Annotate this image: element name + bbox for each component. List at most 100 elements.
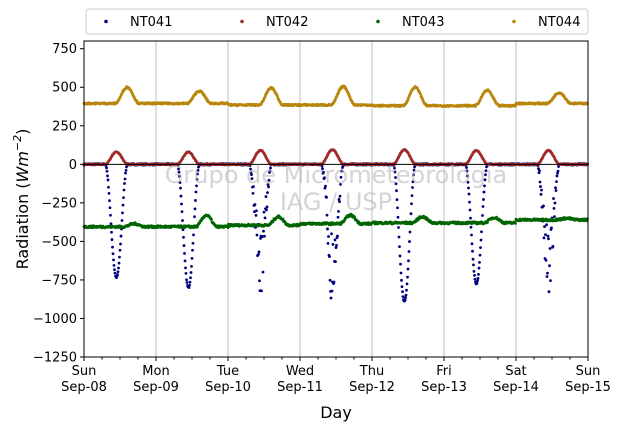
data-point [322,170,325,174]
data-point [476,277,480,280]
x-tick-date: Sep-08 [61,380,107,395]
y-tick-label: −1250 [33,351,77,366]
data-point [336,234,339,238]
data-point [265,205,269,209]
data-point [110,230,113,234]
data-point [538,180,542,184]
data-point [195,177,199,181]
data-point [177,170,181,174]
data-point [406,267,410,271]
data-point [122,196,125,200]
data-point [123,177,127,181]
data-point [537,167,540,171]
data-point [325,196,328,199]
data-point [124,171,127,175]
data-point [419,92,422,96]
data-point [249,167,252,171]
data-point [331,242,335,246]
data-point [122,188,126,192]
data-point [337,210,340,213]
y-tick-label: 0 [69,158,77,173]
data-point [117,266,120,270]
data-point [478,253,482,257]
data-point [107,185,110,189]
legend-entry: NT043 [402,15,444,30]
data-point [405,288,408,292]
data-point [267,185,270,189]
data-point [514,221,517,225]
data-point [321,167,324,171]
data-point [329,296,333,300]
data-point [106,178,110,182]
data-point [262,210,266,214]
data-point [326,242,330,245]
x-tick-date: Sep-09 [133,380,179,395]
data-point [191,241,195,245]
data-point [405,282,409,286]
data-point [407,250,411,253]
watermark-line-1: Grupo de Micrometeorologia [165,161,507,189]
data-point [482,190,486,194]
data-point [250,177,254,181]
data-point [254,214,258,217]
data-point [324,184,327,188]
y-axis: 750 500 250 0 −250 −500 −750 −1000 −1250 [33,42,84,366]
data-point [555,174,559,178]
data-point [255,209,258,213]
data-point [263,234,266,238]
data-point [339,183,342,186]
data-point [264,195,268,198]
data-point [259,236,262,240]
data-point [481,214,484,217]
series-NT044 [82,84,589,108]
data-point [179,186,182,190]
data-point [108,206,112,210]
data-point [542,236,546,240]
data-point [268,169,272,173]
data-point [471,257,475,261]
data-point [469,216,472,220]
data-point [182,235,185,239]
data-point [111,245,114,249]
data-point [542,204,545,208]
data-point [540,188,543,192]
data-point [194,199,197,202]
data-point [179,194,183,198]
data-point [185,281,189,284]
legend-marker [104,19,108,24]
data-point [118,255,121,259]
data-point [466,174,469,178]
data-point [196,168,200,172]
data-point [465,169,469,173]
data-point [467,192,471,196]
data-point [470,242,474,246]
data-point [251,191,255,195]
data-point [552,207,556,210]
data-point [395,189,398,193]
data-point [546,271,549,275]
data-point [394,176,397,179]
data-point [266,191,269,195]
y-tick-label: −1000 [33,312,77,327]
data-point [190,257,194,260]
data-point [113,271,117,275]
x-tick-date: Sep-10 [205,380,251,395]
legend-marker [240,19,244,24]
data-point [539,192,543,196]
data-point [412,168,416,172]
data-point [465,166,468,169]
data-point [470,233,473,237]
data-point [119,242,122,246]
watermark-line-2: IAG / USP [280,188,392,216]
data-point [403,298,407,302]
data-point [257,252,260,256]
data-point [326,227,329,231]
x-tick-day: Thu [359,364,384,379]
data-point [539,185,542,188]
data-point [401,290,404,294]
data-point [554,186,557,190]
data-point [191,248,194,252]
data-point [121,203,125,207]
data-point [328,278,332,282]
data-point [263,216,267,220]
